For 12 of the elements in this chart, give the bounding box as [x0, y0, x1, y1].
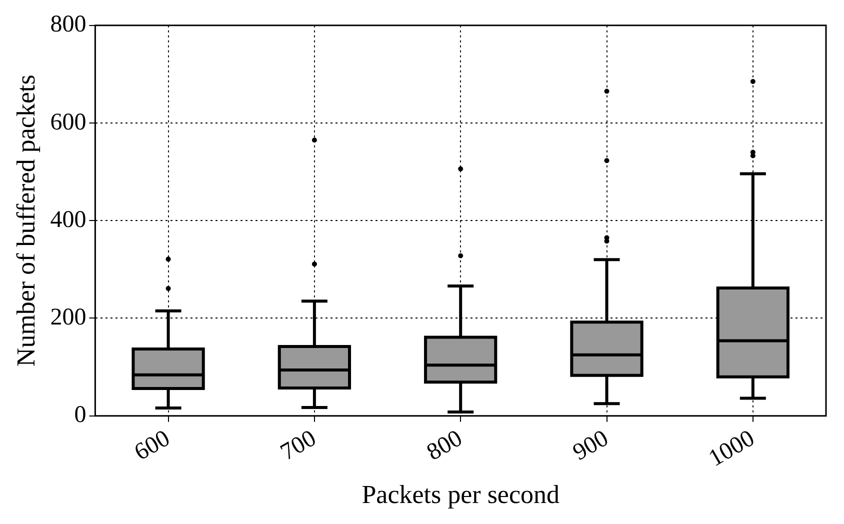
x-tick-label: 800 [422, 425, 467, 466]
x-tick-label: 700 [276, 425, 321, 466]
y-axis-title: Number of buffered packets [11, 74, 40, 367]
y-tick-label: 200 [50, 304, 86, 331]
y-tick-label: 800 [50, 12, 86, 38]
x-axis-title: Packets per second [362, 480, 560, 510]
x-tick-label: 600 [130, 425, 174, 466]
y-tick-label: 400 [50, 206, 86, 233]
x-tick-label: 1000 [704, 425, 760, 472]
x-tick-label: 900 [568, 425, 613, 466]
y-tick-label: 600 [50, 109, 86, 136]
y-tick-label: 0 [74, 402, 86, 428]
